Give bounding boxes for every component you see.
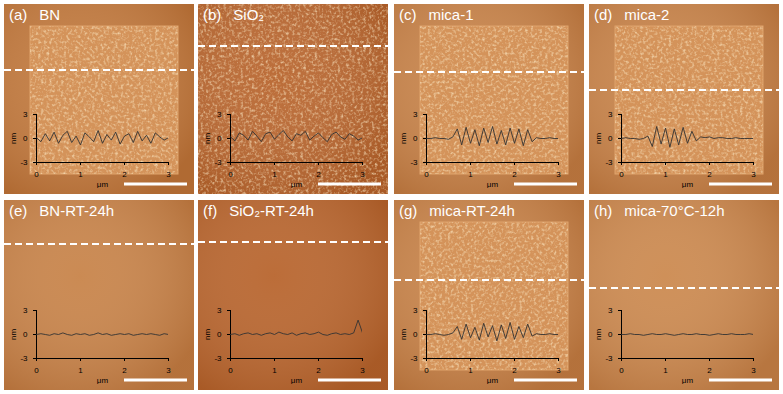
svg-text:3: 3 [751, 170, 756, 179]
svg-text:-3: -3 [605, 354, 613, 363]
svg-text:-3: -3 [214, 158, 222, 167]
svg-text:0: 0 [608, 134, 613, 143]
svg-text:μm: μm [97, 376, 109, 385]
svg-text:2: 2 [122, 170, 127, 179]
svg-text:0: 0 [619, 366, 624, 375]
svg-text:1: 1 [78, 366, 83, 375]
html-text:mica-RT-24h: mica-RT-24h [429, 202, 515, 219]
svg-text:0: 0 [413, 330, 418, 339]
svg-text:3: 3 [166, 366, 171, 375]
svg-text:-3: -3 [410, 354, 418, 363]
svg-text:nm: nm [594, 329, 603, 340]
svg-text:nm: nm [9, 133, 18, 144]
svg-text:0: 0 [228, 170, 233, 179]
svg-text:2: 2 [512, 170, 517, 179]
html-text:(c): (c) [399, 6, 417, 23]
svg-text:3: 3 [23, 306, 28, 315]
svg-text:nm: nm [203, 329, 212, 340]
svg-text:nm: nm [399, 133, 408, 144]
svg-text:3: 3 [217, 110, 222, 119]
svg-text:0: 0 [23, 330, 28, 339]
svg-text:3: 3 [413, 110, 418, 119]
svg-text:μm: μm [97, 180, 109, 189]
svg-text:3: 3 [360, 170, 365, 179]
svg-text:μm: μm [487, 376, 499, 385]
svg-text:3: 3 [166, 170, 171, 179]
svg-text:0: 0 [424, 366, 429, 375]
svg-text:-3: -3 [20, 354, 28, 363]
svg-text:2: 2 [512, 366, 517, 375]
svg-text:μm: μm [682, 180, 694, 189]
html-text:(f): (f) [203, 202, 218, 219]
svg-text:1: 1 [78, 170, 83, 179]
svg-text:nm: nm [203, 133, 212, 144]
svg-text:3: 3 [751, 366, 756, 375]
svg-text:0: 0 [228, 366, 233, 375]
svg-text:0: 0 [34, 366, 39, 375]
html-text:BN-RT-24h: BN-RT-24h [39, 202, 115, 219]
svg-text:3: 3 [23, 110, 28, 119]
svg-text:0: 0 [413, 134, 418, 143]
html-text:(g): (g) [399, 202, 418, 219]
html-text:mica-70°C-12h: mica-70°C-12h [624, 202, 725, 219]
svg-text:-3: -3 [605, 158, 613, 167]
svg-text:0: 0 [619, 170, 624, 179]
svg-text:-3: -3 [20, 158, 28, 167]
svg-text:nm: nm [594, 133, 603, 144]
svg-text:0: 0 [34, 170, 39, 179]
svg-text:1: 1 [663, 170, 668, 179]
svg-text:2: 2 [316, 170, 321, 179]
svg-text:1: 1 [272, 170, 277, 179]
svg-text:2: 2 [316, 366, 321, 375]
svg-text:0: 0 [23, 134, 28, 143]
svg-text:0: 0 [217, 134, 222, 143]
svg-text:1: 1 [468, 366, 473, 375]
svg-text:-3: -3 [214, 354, 222, 363]
svg-text:3: 3 [556, 170, 561, 179]
svg-text:2: 2 [122, 366, 127, 375]
svg-text:1: 1 [468, 170, 473, 179]
svg-text:3: 3 [556, 366, 561, 375]
svg-text:2: 2 [707, 366, 712, 375]
svg-text:3: 3 [217, 306, 222, 315]
html-text:(d): (d) [594, 6, 613, 23]
html-text:BN: BN [39, 6, 61, 23]
html-text:(e): (e) [9, 202, 28, 219]
svg-text:0: 0 [608, 330, 613, 339]
html-text:mica-2: mica-2 [624, 6, 670, 23]
html-text:mica-1: mica-1 [428, 6, 474, 23]
html-text:SiO₂: SiO₂ [233, 6, 265, 23]
svg-text:3: 3 [360, 366, 365, 375]
svg-text:3: 3 [608, 306, 613, 315]
svg-text:-3: -3 [410, 158, 418, 167]
svg-text:1: 1 [663, 366, 668, 375]
svg-text:3: 3 [413, 306, 418, 315]
svg-text:μm: μm [487, 180, 499, 189]
svg-text:1: 1 [272, 366, 277, 375]
svg-text:nm: nm [399, 329, 408, 340]
svg-text:0: 0 [217, 330, 222, 339]
html-text:(a): (a) [9, 6, 28, 23]
svg-text:0: 0 [424, 170, 429, 179]
svg-text:2: 2 [707, 170, 712, 179]
svg-text:3: 3 [608, 110, 613, 119]
svg-text:μm: μm [682, 376, 694, 385]
svg-text:μm: μm [291, 180, 303, 189]
svg-text:μm: μm [291, 376, 303, 385]
html-text:SiO₂-RT-24h: SiO₂-RT-24h [229, 202, 314, 219]
html-text:(h): (h) [594, 202, 613, 219]
svg-text:nm: nm [9, 329, 18, 340]
html-text:(b): (b) [203, 6, 222, 23]
